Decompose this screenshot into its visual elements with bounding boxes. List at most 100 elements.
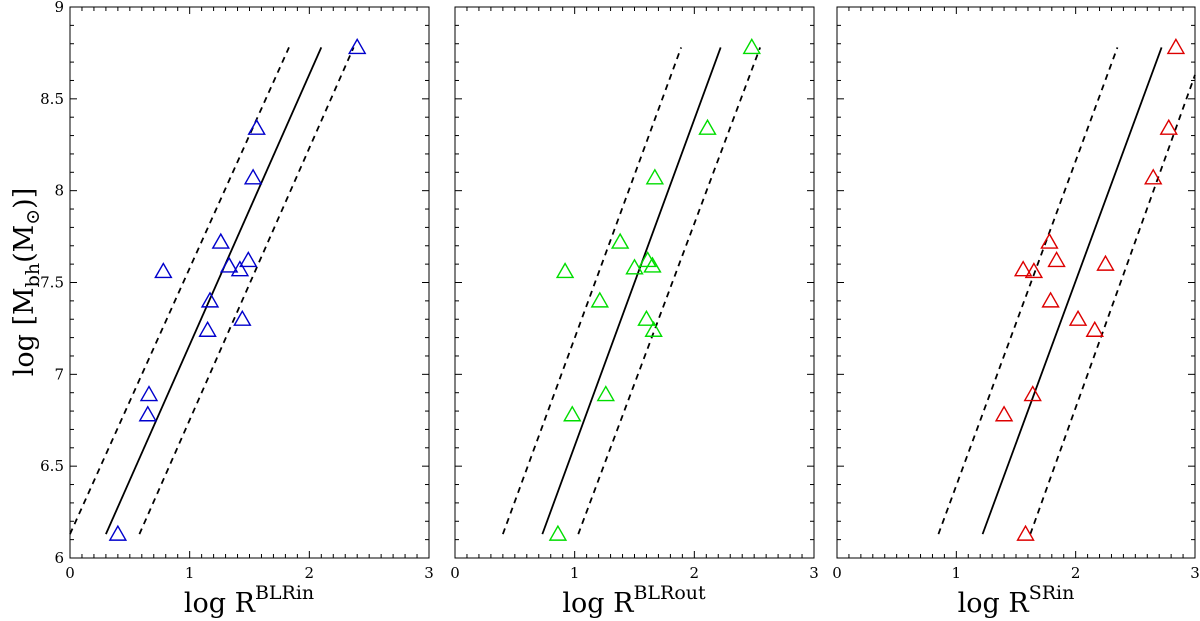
data-point (590, 291, 610, 308)
plot-frame (69, 6, 430, 559)
y-tick-label: 8.5 (40, 90, 64, 108)
fit-lines (937, 47, 1196, 535)
data-point (610, 232, 630, 249)
x-tick-label: 0 (450, 564, 460, 582)
y-axis-label-prefix: log [M (9, 287, 40, 376)
data-point (1166, 37, 1186, 55)
y-tick-label: 6.5 (40, 457, 64, 475)
lower-bound-line (1029, 74, 1196, 535)
tick-labels: 0 1 2 3 6 6.5 7 7.5 8 8.5 9 (40, 0, 434, 582)
upper-bound-line (502, 47, 683, 535)
tick-labels: 0 1 2 3 (450, 564, 819, 582)
data-point (219, 256, 239, 273)
data-point (347, 37, 367, 55)
x-tick-label: 1 (952, 564, 962, 582)
data-point (1096, 254, 1115, 271)
data-point (637, 309, 656, 326)
fit-line (541, 47, 722, 535)
panel-sr-in: 0 1 2 3 log RSRin (832, 6, 1200, 619)
data-point (1144, 168, 1163, 185)
x-axis-label-main: log R (562, 588, 634, 619)
data-point (1016, 524, 1035, 541)
x-tick-label: 2 (690, 564, 700, 582)
y-tick-label: 8 (54, 182, 64, 200)
data-point (563, 405, 582, 422)
data-point (596, 385, 615, 402)
x-tick-label: 2 (1071, 564, 1081, 582)
axis-ticks (69, 6, 430, 559)
data-point (1068, 309, 1088, 326)
data-point (239, 251, 258, 268)
y-axis-label-sub: bh (22, 263, 44, 287)
x-tick-label: 3 (424, 564, 434, 582)
data-point (139, 385, 159, 402)
data-point (1013, 260, 1033, 277)
data-point (200, 291, 220, 308)
data-point (643, 256, 662, 273)
x-tick-label: 1 (185, 564, 195, 582)
data-points (548, 37, 761, 541)
x-tick-label: 3 (1190, 564, 1200, 582)
data-point (994, 405, 1014, 422)
x-axis-label-main: log R (184, 588, 256, 619)
x-axis-label-sub: in (1056, 582, 1074, 604)
y-axis-label-suffix: )] (9, 188, 40, 209)
x-axis-label-sup: BLR (255, 582, 297, 604)
svg-text:log [Mbh(M⊙)]: log [Mbh(M⊙)] (9, 188, 44, 377)
x-axis-label: log RSRin (958, 582, 1075, 619)
data-point (625, 258, 644, 275)
lower-bound-line (138, 47, 355, 535)
fit-lines (502, 47, 761, 535)
data-point (548, 524, 568, 541)
x-tick-label: 0 (832, 564, 842, 582)
lower-bound-line (577, 47, 761, 535)
fit-lines (69, 47, 355, 535)
fit-line (981, 47, 1163, 535)
data-point (233, 309, 252, 326)
x-axis-label-sup: SR (1029, 582, 1057, 604)
x-tick-label: 3 (809, 564, 819, 582)
data-point (108, 524, 128, 541)
tick-labels: 0 1 2 3 (832, 564, 1200, 582)
data-point (1040, 232, 1059, 249)
data-point (555, 262, 575, 279)
upper-bound-line (937, 47, 1119, 535)
data-point (1159, 118, 1178, 135)
x-axis-label-main: log R (958, 588, 1030, 619)
y-axis-label-sun: ⊙ (22, 209, 44, 225)
axis-ticks (454, 6, 815, 559)
plot-frame (836, 6, 1196, 559)
data-point (211, 232, 230, 249)
data-point (1024, 262, 1044, 279)
data-point (742, 37, 761, 55)
y-axis-label-mid: (M (9, 225, 40, 263)
data-point (243, 168, 263, 185)
data-point (645, 168, 665, 185)
data-point (644, 320, 663, 337)
x-tick-label: 2 (305, 564, 315, 582)
data-points (108, 37, 367, 541)
data-point (1041, 291, 1060, 308)
y-axis-label: log [Mbh(M⊙)] (9, 188, 44, 377)
y-tick-label: 6 (54, 549, 64, 567)
panel-blr-in: 0 1 2 3 6 6.5 7 7.5 8 8.5 9 log RBLRin (40, 0, 434, 619)
panel-blr-out: 0 1 2 3 log RBLRout (450, 6, 819, 619)
data-point (1085, 320, 1104, 337)
data-point (1023, 385, 1042, 402)
x-axis-label-sub: in (296, 582, 314, 604)
y-tick-label: 7 (54, 365, 64, 383)
x-tick-label: 0 (65, 564, 75, 582)
axis-ticks (836, 6, 1196, 559)
x-axis-label-sup: BLR (633, 582, 675, 604)
x-tick-label: 1 (570, 564, 580, 582)
y-tick-label: 9 (54, 0, 64, 16)
data-point (247, 118, 266, 135)
data-point (198, 320, 217, 337)
x-axis-label-sub: out (674, 582, 706, 604)
data-point (138, 405, 157, 422)
data-point (1047, 251, 1066, 268)
y-tick-label: 7.5 (40, 274, 64, 292)
x-axis-label: log RBLRin (184, 582, 314, 619)
data-point (230, 260, 250, 277)
